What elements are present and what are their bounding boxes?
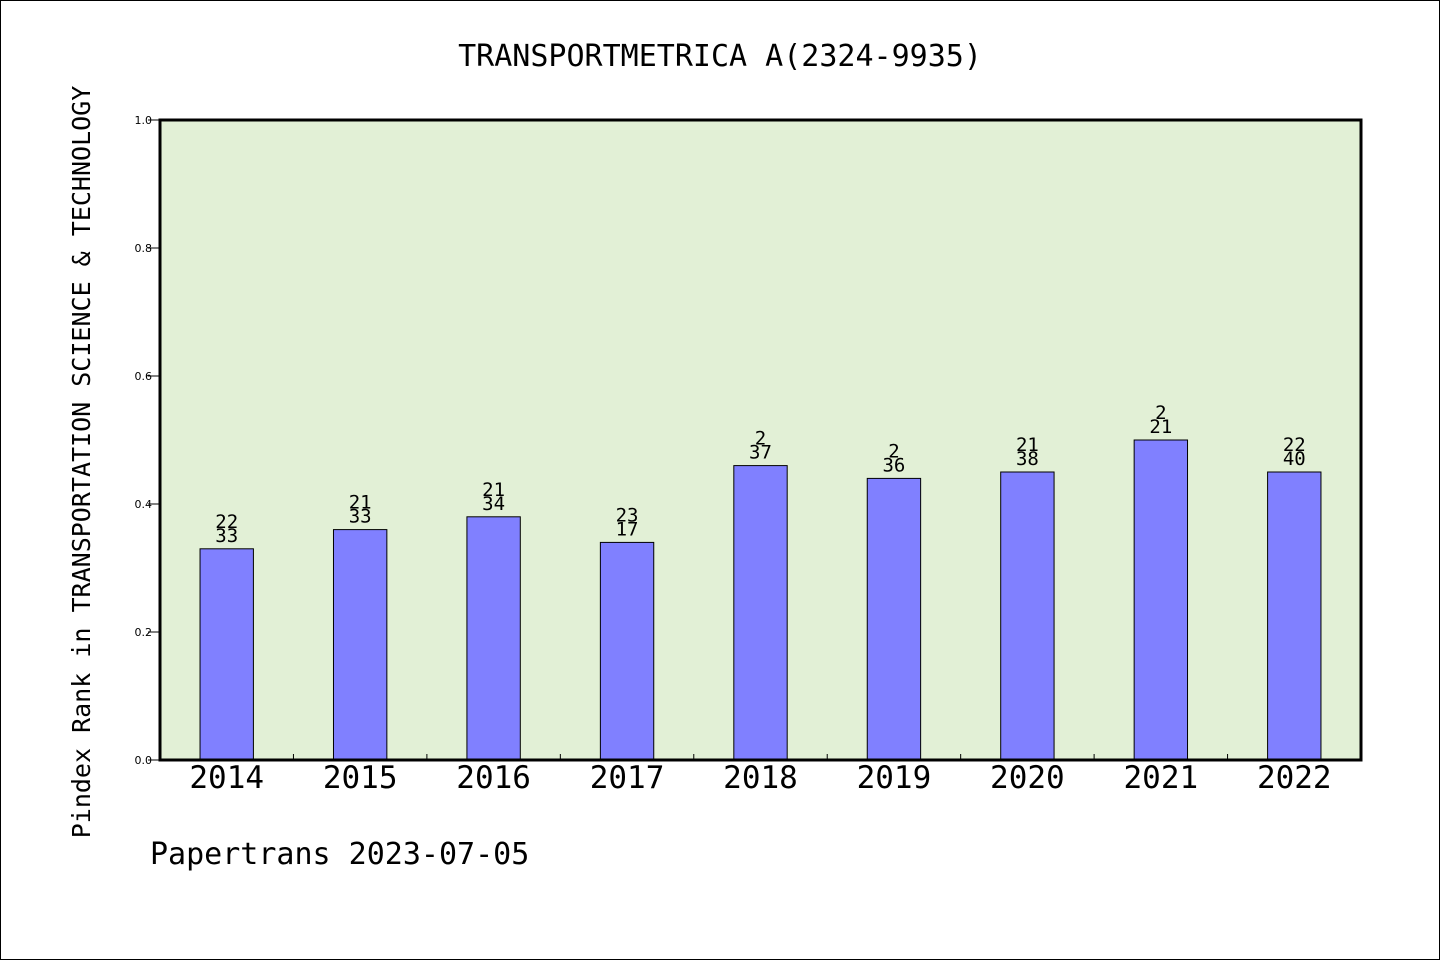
x-tick-label: 2016 (456, 760, 531, 796)
bar-2021 (1133, 439, 1189, 761)
bar-label-bottom: 34 (482, 493, 505, 515)
bar-label-top: 22 (215, 511, 238, 533)
bar-2018 (733, 465, 788, 761)
bar-2020 (1000, 471, 1055, 761)
bar-2017 (599, 541, 655, 761)
x-tick-label: 2018 (723, 760, 798, 796)
bar-label-top: 21 (349, 492, 372, 514)
bar-label-top: 2 (888, 440, 899, 462)
bar-label-bottom: 17 (616, 518, 639, 540)
bar-2019 (866, 477, 922, 761)
y-tick-label: 1.0 (135, 114, 153, 127)
bar-label-top: 21 (1016, 434, 1039, 456)
x-tick-label: 2017 (590, 760, 665, 796)
bar-label-top: 21 (482, 479, 505, 501)
y-tick-label: 0.8 (135, 242, 153, 255)
bar-label-bottom: 33 (349, 506, 372, 528)
y-tick-label: 0.0 (135, 754, 153, 767)
footer-source: Papertrans 2023-07-05 (150, 837, 529, 872)
bar-label-bottom: 36 (882, 454, 905, 476)
bar-2015 (332, 529, 388, 761)
bar-label-bottom: 38 (1016, 448, 1039, 470)
bar-label-top: 2 (1155, 402, 1166, 424)
y-tick-label: 0.6 (135, 370, 153, 383)
bar-label-top: 23 (616, 504, 639, 526)
x-tick-label: 2021 (1124, 760, 1199, 796)
y-tick-label: 0.4 (135, 498, 153, 511)
bar-label-bottom: 33 (215, 525, 238, 547)
bar-2022 (1267, 471, 1322, 761)
x-tick-label: 2020 (990, 760, 1065, 796)
bar-2014 (199, 548, 254, 761)
bar-label-bottom: 40 (1283, 448, 1306, 470)
chart-title: TRANSPORTMETRICA A(2324-9935) (458, 39, 982, 74)
bar-label-bottom: 21 (1149, 416, 1172, 438)
x-tick-label: 2019 (857, 760, 932, 796)
bar-label-top: 22 (1283, 434, 1306, 456)
bar-2016 (466, 516, 521, 761)
x-tick-label: 2014 (189, 760, 264, 796)
bar-label-bottom: 37 (749, 442, 772, 464)
bar-label-top: 2 (755, 428, 766, 450)
y-axis-label: Pindex Rank in TRANSPORTATION SCIENCE & … (67, 86, 96, 839)
y-tick-label: 0.2 (135, 626, 153, 639)
x-tick-label: 2022 (1257, 760, 1332, 796)
plot-border (158, 118, 1363, 762)
chart-marks: 0.00.20.40.60.81.03322201433212015342120… (135, 114, 1332, 796)
x-tick-label: 2015 (323, 760, 398, 796)
